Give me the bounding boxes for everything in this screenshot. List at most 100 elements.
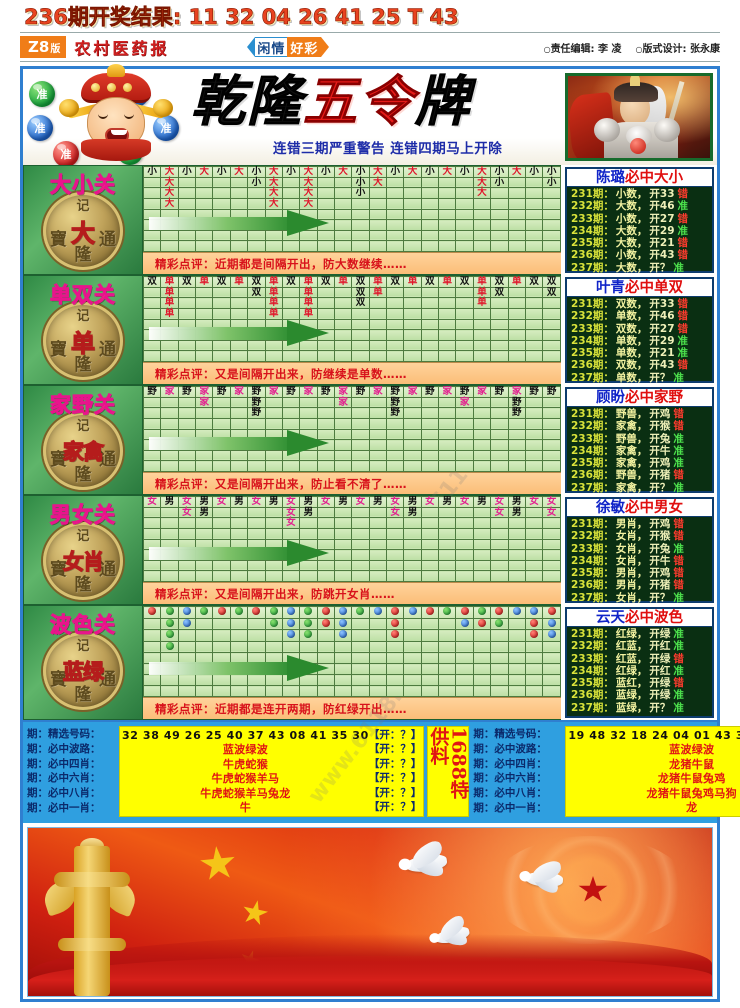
trend-grid-cell[interactable] — [229, 219, 249, 231]
trend-grid-cell[interactable] — [368, 538, 388, 551]
trend-grid-cell[interactable] — [229, 329, 249, 341]
trend-grid-cell[interactable]: 野 — [351, 386, 370, 398]
trend-grid-cell[interactable] — [420, 570, 440, 582]
trend-grid-cell[interactable] — [247, 350, 266, 362]
trend-grid-cell[interactable] — [316, 329, 335, 341]
trend-grid-cell[interactable]: 小 — [316, 166, 335, 178]
trend-grid-cell[interactable] — [264, 407, 283, 419]
trend-grid-cell[interactable] — [438, 417, 457, 430]
trend-grid-cell[interactable] — [316, 339, 335, 352]
trend-grid-cell[interactable] — [212, 197, 231, 210]
trend-grid-cell[interactable]: 双 — [177, 276, 197, 288]
trend-grid-cell[interactable] — [160, 219, 179, 231]
trend-grid-cell[interactable] — [351, 606, 370, 619]
trend-grid-cell[interactable]: 家 — [438, 386, 457, 398]
trend-grid-cell[interactable] — [368, 640, 388, 653]
trend-grid-cell[interactable] — [177, 176, 197, 189]
trend-grid-cell[interactable] — [299, 674, 318, 686]
trend-grid-cell[interactable] — [524, 229, 544, 242]
trend-grid-cell[interactable] — [403, 640, 422, 653]
trend-grid-cell[interactable] — [438, 428, 457, 441]
trend-grid-cell[interactable] — [438, 685, 457, 697]
trend-grid-cell[interactable] — [299, 663, 318, 675]
trend-grid-cell[interactable] — [524, 549, 544, 561]
trend-grid-cell[interactable] — [333, 559, 353, 572]
trend-grid-cell[interactable] — [351, 449, 370, 462]
trend-grid-cell[interactable] — [507, 240, 526, 252]
trend-grid-cell[interactable] — [333, 517, 353, 529]
trend-grid-cell[interactable] — [490, 428, 509, 441]
trend-grid-cell[interactable] — [403, 229, 422, 242]
trend-grid-cell[interactable] — [351, 350, 370, 362]
trend-grid-cell[interactable] — [403, 663, 422, 675]
trend-grid-cell[interactable] — [524, 350, 544, 362]
trend-grid-cell[interactable] — [472, 517, 492, 529]
trend-grid-cell[interactable] — [386, 229, 405, 242]
trend-grid-cell[interactable] — [333, 439, 353, 451]
trend-grid-cell[interactable]: 男 — [264, 496, 283, 508]
trend-grid-cell[interactable] — [247, 187, 266, 199]
trend-grid-cell[interactable] — [472, 350, 492, 362]
trend-grid-cell[interactable]: 小 — [420, 166, 440, 178]
trend-grid-cell[interactable] — [386, 549, 405, 561]
trend-grid-cell[interactable]: 大 — [472, 166, 492, 178]
trend-grid-cell[interactable] — [490, 208, 509, 221]
trend-grid-cell[interactable] — [368, 460, 388, 472]
trend-grid-cell[interactable] — [368, 449, 388, 462]
trend-grid-cell[interactable] — [403, 439, 422, 451]
trend-grid-cell[interactable]: 单 — [507, 276, 526, 288]
trend-grid-cell[interactable] — [455, 517, 474, 529]
trend-grid-cell[interactable] — [177, 606, 197, 619]
trend-grid-cell[interactable]: 小 — [490, 176, 509, 189]
trend-grid-cell[interactable] — [177, 187, 197, 199]
trend-grid-cell[interactable] — [281, 187, 301, 199]
trend-grid-cell[interactable] — [472, 240, 492, 252]
trend-grid-cell[interactable] — [490, 663, 509, 675]
trend-grid-cell[interactable]: 大 — [333, 166, 353, 178]
trend-grid-cell[interactable] — [524, 219, 544, 231]
trend-grid-cell[interactable]: 双 — [420, 276, 440, 288]
trend-grid-cell[interactable] — [177, 663, 197, 675]
trend-grid-cell[interactable]: 大 — [368, 166, 388, 178]
trend-grid-cell[interactable] — [229, 617, 249, 630]
trend-grid-cell[interactable]: 双 — [490, 276, 509, 288]
trend-grid-cell[interactable] — [455, 570, 474, 582]
trend-grid-cell[interactable] — [368, 629, 388, 642]
trend-grid-cell[interactable] — [472, 339, 492, 352]
trend-grid-cell[interactable] — [281, 439, 301, 451]
trend-grid-cell[interactable] — [524, 640, 544, 653]
trend-grid-cell[interactable]: 男 — [299, 496, 318, 508]
trend-grid-cell[interactable] — [247, 428, 266, 441]
trend-grid-cell[interactable] — [143, 208, 162, 221]
trend-grid-cell[interactable] — [177, 350, 197, 362]
trend-grid-cell[interactable] — [420, 460, 440, 472]
trend-grid-cell[interactable]: 野 — [247, 407, 266, 419]
trend-grid-cell[interactable] — [524, 439, 544, 451]
trend-grid-cell[interactable] — [403, 407, 422, 419]
trend-grid-cell[interactable] — [455, 176, 474, 189]
trend-grid-cell[interactable] — [472, 549, 492, 561]
trend-grid-cell[interactable] — [247, 318, 266, 331]
trend-grid-cell[interactable] — [386, 559, 405, 572]
trend-grid-cell[interactable] — [524, 407, 544, 419]
trend-grid-cell[interactable] — [316, 549, 335, 561]
trend-grid-cell[interactable] — [472, 570, 492, 582]
trend-grid-cell[interactable] — [403, 297, 422, 309]
trend-grid-cell[interactable] — [143, 417, 162, 430]
trend-grid-cell[interactable] — [490, 517, 509, 529]
trend-grid-cell[interactable] — [507, 208, 526, 221]
trend-grid-cell[interactable]: 单 — [160, 307, 179, 320]
trend-grid-cell[interactable] — [316, 229, 335, 242]
trend-grid-cell[interactable] — [281, 307, 301, 320]
trend-grid-cell[interactable]: 大 — [264, 197, 283, 210]
trend-grid-cell[interactable] — [368, 549, 388, 561]
trend-grid-cell[interactable] — [368, 685, 388, 697]
trend-grid-cell[interactable] — [299, 240, 318, 252]
trend-grid-cell[interactable]: 单 — [299, 307, 318, 320]
trend-grid-cell[interactable]: 野 — [386, 386, 405, 398]
trend-grid-cell[interactable] — [316, 286, 335, 299]
trend-grid-cell[interactable] — [455, 460, 474, 472]
trend-grid-cell[interactable] — [368, 229, 388, 242]
trend-grid-cell[interactable] — [403, 396, 422, 409]
trend-grid-cell[interactable] — [403, 428, 422, 441]
